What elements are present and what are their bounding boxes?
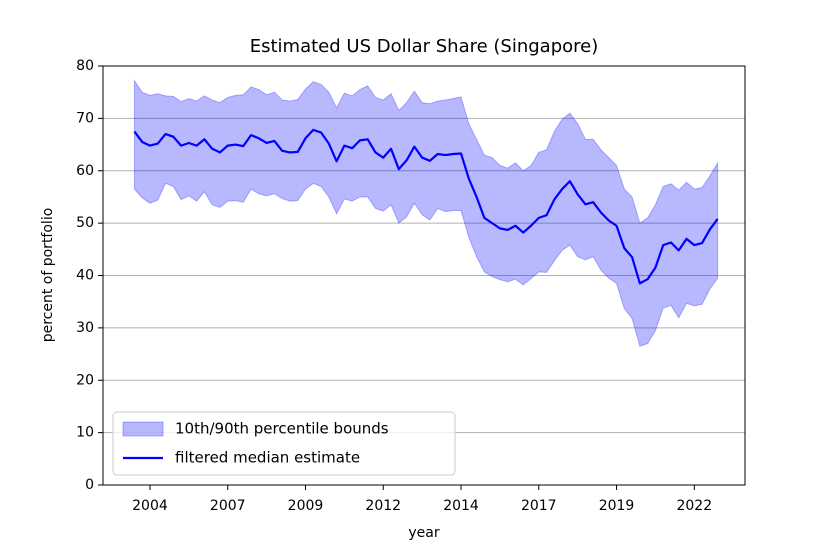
y-tick-label: 50 — [76, 215, 94, 231]
legend-swatch — [122, 421, 164, 437]
x-tick-label: 2004 — [132, 498, 168, 514]
y-axis-label: percent of portfolio — [40, 208, 56, 343]
x-tick-label: 2009 — [288, 498, 324, 514]
x-tick-label: 2014 — [443, 498, 479, 514]
y-tick-label: 80 — [76, 58, 94, 74]
x-tick-label: 2022 — [676, 498, 712, 514]
x-tick-label: 2012 — [365, 498, 401, 514]
median-line — [133, 128, 719, 285]
y-tick-label: 70 — [76, 110, 94, 126]
chart-title: Estimated US Dollar Share (Singapore) — [250, 36, 599, 57]
y-tick-label: 40 — [76, 268, 94, 284]
y-tick-label: 60 — [76, 163, 94, 179]
y-tick-label: 20 — [76, 372, 94, 388]
x-tick-label: 2017 — [521, 498, 557, 514]
y-tick-label: 10 — [76, 425, 94, 441]
x-tick-label: 2007 — [210, 498, 246, 514]
y-tick-label: 30 — [76, 320, 94, 336]
x-axis-label: year — [408, 525, 439, 541]
legend-label: 10th/90th percentile bounds — [175, 420, 389, 438]
plot-frame — [102, 65, 746, 486]
y-tick-label: 0 — [85, 477, 94, 493]
percentile-band — [133, 79, 719, 347]
legend-label: filtered median estimate — [175, 449, 360, 467]
x-tick-label: 2019 — [599, 498, 635, 514]
legend-box — [112, 411, 456, 476]
